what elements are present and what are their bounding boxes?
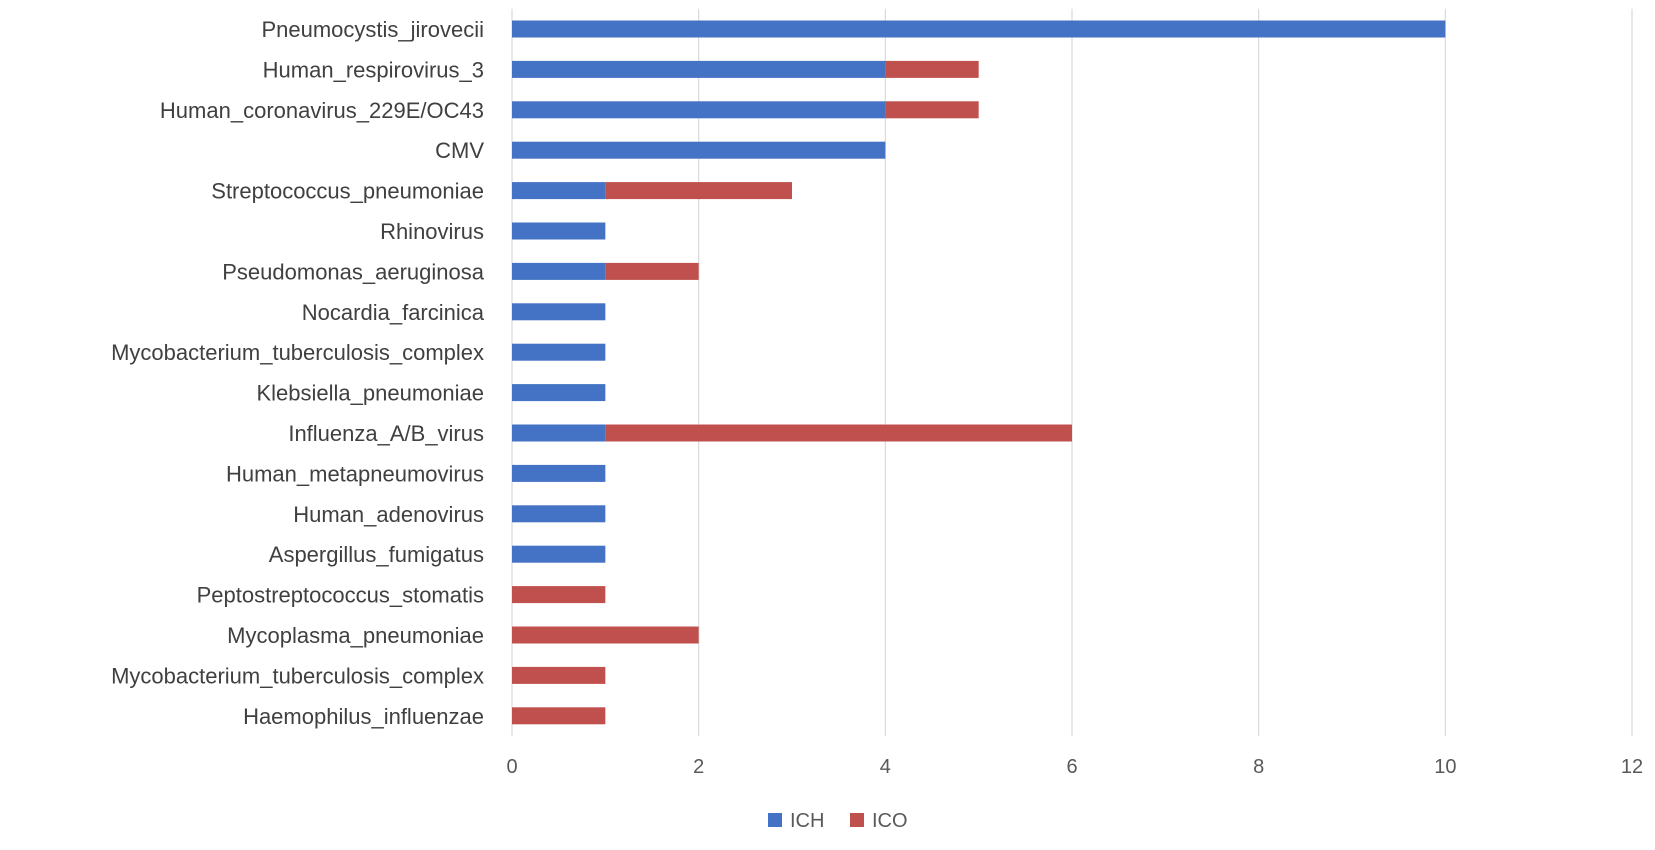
legend: ICH ICO <box>768 810 908 832</box>
category-label: Klebsiella_pneumoniae <box>257 381 485 406</box>
bar-ich-4 <box>512 182 606 200</box>
bar-ich-2 <box>512 101 886 119</box>
bar-ich-11 <box>512 464 606 482</box>
category-label: Streptococcus_pneumoniae <box>211 179 484 204</box>
bar-ich-0 <box>512 20 1446 38</box>
category-label: Influenza_A/B_virus <box>288 421 484 446</box>
bar-ich-3 <box>512 141 886 159</box>
x-tick-label: 8 <box>1253 756 1264 778</box>
bar-ico-6 <box>605 262 699 280</box>
bar-ich-1 <box>512 60 886 78</box>
category-label: Pseudomonas_aeruginosa <box>222 259 485 284</box>
legend-label-ich: ICH <box>790 810 824 832</box>
category-label: Mycobacterium_tuberculosis_complex <box>111 663 484 688</box>
x-tick-label: 10 <box>1434 756 1456 778</box>
bar-ico-14 <box>512 586 606 604</box>
bar-ico-16 <box>512 666 606 684</box>
bar-ico-1 <box>885 60 979 78</box>
x-tick-label: 12 <box>1621 756 1643 778</box>
category-label: Aspergillus_fumigatus <box>269 542 484 567</box>
bar-ich-7 <box>512 303 606 321</box>
bar-ich-9 <box>512 384 606 402</box>
bar-ico-2 <box>885 101 979 119</box>
bar-ico-17 <box>512 707 606 725</box>
category-label: Mycoplasma_pneumoniae <box>227 623 484 648</box>
x-tick-label: 4 <box>880 756 891 778</box>
category-labels: Pneumocystis_jirovecii Human_respirovirus… <box>111 17 485 729</box>
category-label: Nocardia_farcinica <box>302 300 485 325</box>
bar-ico-15 <box>512 626 699 644</box>
bar-ich-5 <box>512 222 606 240</box>
bar-ich-13 <box>512 545 606 563</box>
bar-ich-10 <box>512 424 606 442</box>
category-label: Human_metapneumovirus <box>226 461 484 486</box>
category-label: Pneumocystis_jirovecii <box>261 17 484 42</box>
category-label: Human_adenovirus <box>293 502 484 527</box>
legend-swatch-ico <box>850 813 864 827</box>
category-label: Mycobacterium_tuberculosis_complex <box>111 340 484 365</box>
x-tick-label: 2 <box>693 756 704 778</box>
category-label: Human_coronavirus_229E/OC43 <box>160 98 484 123</box>
legend-label-ico: ICO <box>872 810 908 832</box>
x-tick-label: 6 <box>1066 756 1077 778</box>
bar-ico-4 <box>605 182 792 200</box>
x-tick-label: 0 <box>506 756 517 778</box>
bar-ico-10 <box>605 424 1072 442</box>
bar-ich-8 <box>512 343 606 361</box>
legend-swatch-ich <box>768 813 782 827</box>
category-label: Rhinovirus <box>380 219 484 244</box>
bar-ich-12 <box>512 505 606 523</box>
gridlines <box>511 8 1633 736</box>
category-label: CMV <box>435 138 484 163</box>
category-label: Haemophilus_influenzae <box>243 704 484 729</box>
bars <box>512 20 1446 725</box>
x-axis-ticks: 0 2 4 6 8 10 12 <box>506 756 1643 778</box>
category-label: Peptostreptococcus_stomatis <box>197 583 484 608</box>
category-label: Human_respirovirus_3 <box>263 57 484 82</box>
bar-ich-6 <box>512 262 606 280</box>
